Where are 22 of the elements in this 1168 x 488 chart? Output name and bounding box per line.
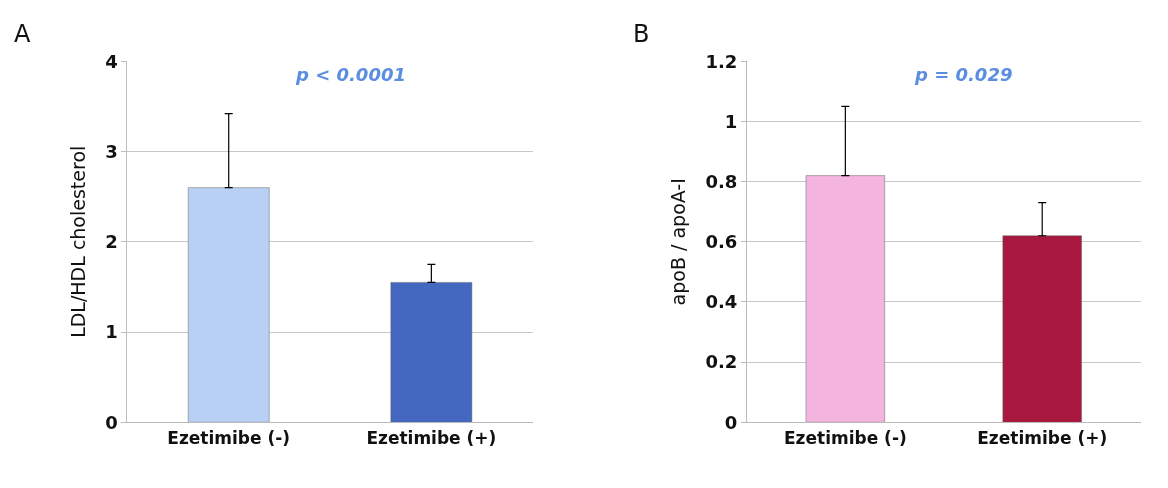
y-axis-title: apoB / apoA-I	[667, 178, 690, 306]
chart-title: A	[14, 20, 31, 48]
x-tick-label: Ezetimibe (-)	[783, 427, 907, 448]
x-tick-label: Ezetimibe (+)	[366, 427, 497, 448]
x-tick-label: Ezetimibe (-)	[167, 427, 291, 448]
y-tick-label: 4	[105, 50, 118, 72]
y-tick-label: 0	[724, 411, 738, 433]
y-tick-label: 3	[105, 140, 118, 162]
y-tick-label: 1	[105, 321, 118, 343]
chart-title: B	[633, 20, 650, 48]
y-tick-label: 0.6	[705, 231, 738, 253]
y-tick-label: 0.2	[705, 351, 738, 373]
y-tick-label: 1.2	[705, 50, 738, 72]
y-tick-label: 0	[105, 411, 118, 433]
annotation: p < 0.0001	[295, 64, 406, 85]
x-tick-label: Ezetimibe (+)	[977, 427, 1108, 448]
annotation: p = 0.029	[914, 64, 1013, 85]
y-tick-label: 0.8	[705, 170, 738, 192]
y-axis-title: LDL/HDL cholesterol	[67, 145, 90, 338]
y-tick-label: 1	[724, 110, 738, 132]
y-tick-label: 0.4	[705, 291, 738, 313]
y-tick-label: 2	[105, 231, 118, 253]
